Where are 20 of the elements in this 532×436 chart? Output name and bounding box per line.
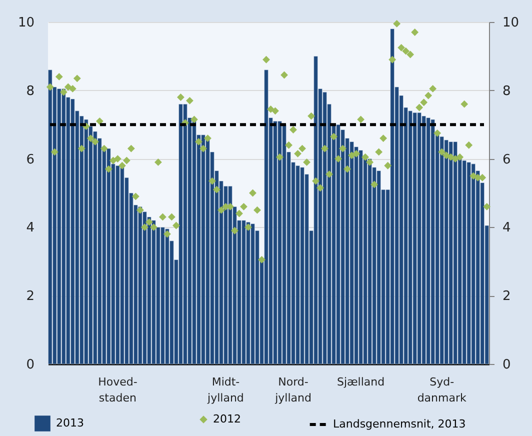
legend-label: 2013: [56, 416, 84, 430]
y-tick-label: 2: [26, 289, 34, 304]
x-tick-label: Sjælland: [336, 376, 385, 388]
y2-tick-label: 4: [502, 220, 511, 236]
y2-tick-label: 0: [502, 358, 511, 372]
y2-tick-label: 2: [502, 289, 511, 304]
legend-label: 2012: [213, 412, 241, 426]
x-tick-label: Nord- jylland: [274, 376, 312, 404]
x-tick-label: Midt- jylland: [206, 376, 244, 404]
y-tick-label: 8: [26, 84, 34, 99]
x-tick-label: Syd- danmark: [417, 376, 467, 404]
y-tick-label: 4: [26, 220, 34, 236]
y-tick-label: 6: [26, 152, 34, 168]
y2-tick-label: 6: [502, 152, 511, 168]
y2-tick-label: 8: [502, 84, 511, 99]
x-tick-label: Hoved- staden: [98, 376, 138, 404]
y2-tick-label: 10: [502, 16, 520, 30]
legend-label: Landsgennemsnit, 2013: [333, 418, 466, 430]
y-tick-label: 10: [18, 16, 34, 30]
y-tick-label: 0: [26, 358, 34, 372]
